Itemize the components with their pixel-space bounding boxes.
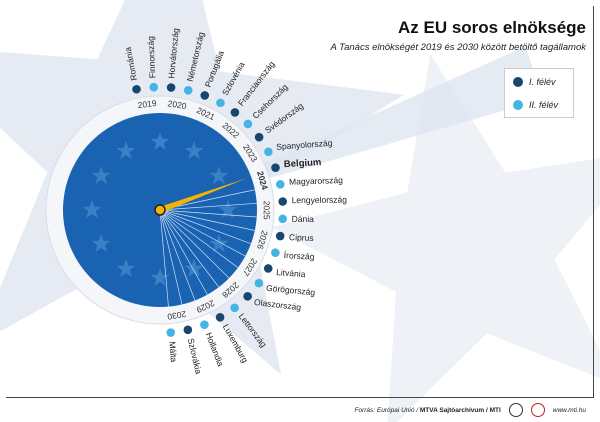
- fan-line: [159, 209, 169, 307]
- presidency-dot: [263, 264, 273, 273]
- mtva-logo-icon: [508, 403, 523, 417]
- presidency-dot: [149, 82, 159, 92]
- presidency-dot: [200, 91, 210, 100]
- presidency-dot: [278, 197, 288, 206]
- legend-label: I. félév: [529, 77, 556, 87]
- presidency-dot: [264, 147, 273, 157]
- presidency-dot: [183, 325, 193, 335]
- country-label: Hollandia: [204, 331, 226, 368]
- presidency-dot: [216, 98, 225, 108]
- eu-star-icon: [218, 200, 238, 219]
- fan-line: [159, 209, 246, 257]
- legend: I. félév II. félév: [504, 68, 574, 118]
- year-label: 2020: [167, 98, 188, 111]
- presidency-dot: [275, 231, 285, 241]
- presidency-dot: [230, 303, 239, 313]
- mti-logo-icon: [530, 403, 545, 417]
- country-label: Írország: [284, 250, 315, 262]
- presidency-dot: [230, 108, 240, 117]
- fan-line: [159, 209, 183, 305]
- fan-line: [159, 209, 196, 301]
- country-label: Finnország: [145, 36, 157, 79]
- presidency-dot: [166, 328, 176, 337]
- fan-line: [159, 209, 255, 231]
- presidency-dot: [200, 320, 209, 329]
- presidency-dot: [215, 313, 225, 322]
- eu-star-icon: [209, 166, 229, 185]
- legend-item-second-half: II. félév: [505, 95, 573, 115]
- presidency-dot: [278, 214, 287, 224]
- presidency-dot: [243, 119, 253, 129]
- eu-star-icon: [150, 132, 170, 151]
- presidency-dot: [254, 132, 264, 142]
- background-star-shape: [271, 54, 600, 422]
- footer: Forrás: Európai Unió / MTVA Sajtóarchívu…: [0, 398, 600, 422]
- fan-line: [159, 209, 252, 244]
- presidency-dot: [254, 278, 264, 288]
- country-label: Olaszország: [254, 297, 302, 312]
- fan-line: [159, 209, 208, 295]
- eu-star-icon: [82, 200, 102, 219]
- country-label: Szlovákia: [186, 337, 204, 375]
- presidency-dot: [243, 292, 252, 301]
- presidency-dot: [275, 180, 285, 189]
- presidency-dot: [166, 83, 176, 92]
- year-label: 2030: [166, 309, 187, 322]
- fan-line: [159, 202, 257, 211]
- eu-star-icon: [91, 166, 111, 185]
- country-label: Magyarország: [289, 175, 343, 187]
- country-label: Ciprus: [289, 232, 314, 243]
- country-label: Lengyelország: [292, 195, 348, 206]
- source-text: Forrás: Európai Unió / MTVA Sajtóarchívu…: [354, 407, 500, 414]
- country-label: Németország: [185, 31, 206, 83]
- country-label: Románia: [123, 46, 139, 82]
- presidency-dot: [271, 163, 280, 172]
- source-prefix: Forrás: Európai Unió /: [354, 406, 420, 414]
- country-label: Horvátország: [166, 27, 181, 79]
- eu-star-icon: [116, 141, 136, 160]
- hand-pivot: [154, 204, 166, 216]
- fan-line: [159, 209, 220, 288]
- fan-line: [159, 209, 230, 279]
- year-label: 2019: [137, 98, 157, 110]
- clock-hand: [158, 178, 247, 213]
- country-label: Málta: [167, 341, 179, 363]
- eu-star-icon: [184, 141, 204, 160]
- eu-star-icon: [116, 258, 136, 277]
- country-label: Spanyolország: [276, 138, 333, 152]
- country-label: Belgium: [284, 157, 322, 170]
- country-label: Portugália: [203, 49, 226, 89]
- country-label: Görögország: [266, 283, 316, 298]
- website-link[interactable]: www.mti.hu: [552, 406, 586, 414]
- subtitle: A Tanács elnökségét 2019 és 2030 között …: [330, 42, 586, 53]
- fan-line: [159, 209, 257, 218]
- country-label: Litvánia: [276, 267, 306, 279]
- legend-label: II. félév: [529, 100, 559, 110]
- page-title: Az EU soros elnöksége: [397, 18, 586, 37]
- eu-star-icon: [91, 234, 111, 253]
- eu-star-icon: [150, 268, 170, 287]
- eu-star-icon: [184, 258, 204, 277]
- light-dot-icon: [513, 100, 523, 110]
- source-bold: MTVA Sajtóarchívum / MTI: [419, 406, 501, 414]
- presidency-dot: [271, 248, 280, 257]
- fan-line: [159, 209, 239, 268]
- dark-dot-icon: [513, 77, 523, 87]
- country-label: Dánia: [292, 214, 315, 224]
- presidency-dot: [132, 84, 141, 94]
- year-label: 2025: [262, 201, 272, 220]
- legend-item-first-half: I. félév: [505, 72, 573, 92]
- presidency-dot: [183, 85, 193, 95]
- eu-star-icon: [209, 234, 229, 253]
